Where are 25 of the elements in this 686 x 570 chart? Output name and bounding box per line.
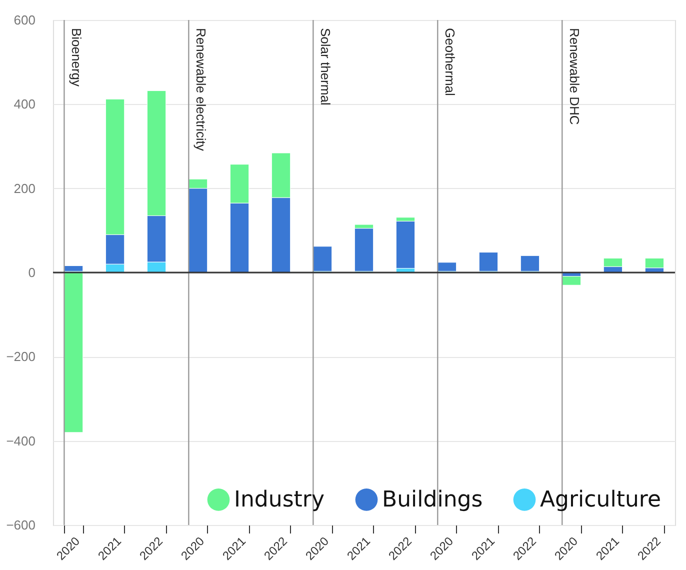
legend-label: Agriculture — [540, 488, 661, 513]
bar — [478, 252, 498, 272]
legend-label: Buildings — [382, 488, 483, 513]
y-tick-label: −600 — [6, 518, 36, 532]
bar — [644, 258, 664, 268]
annotation: Bioenergy — [69, 28, 84, 88]
bar — [437, 262, 457, 272]
legend-label: Industry — [234, 488, 324, 513]
bar — [64, 272, 84, 433]
y-tick-label: −200 — [6, 349, 36, 364]
bar — [64, 266, 84, 272]
y-tick-label: 0 — [28, 265, 36, 280]
annotation: Renewable electricity — [194, 28, 209, 152]
bar — [520, 255, 540, 272]
annotation: Renewable DHC — [567, 28, 582, 125]
bar — [354, 228, 374, 272]
y-tick-label: 200 — [14, 180, 36, 196]
y-tick-label: 600 — [14, 12, 36, 28]
annotation: Geothermal — [442, 28, 458, 96]
y-tick-label: 400 — [14, 96, 36, 112]
annotation: Solar thermal — [318, 28, 334, 106]
y-tick-label: −400 — [6, 433, 36, 448]
bar — [396, 220, 416, 269]
bar — [312, 246, 332, 272]
bar — [562, 276, 582, 286]
